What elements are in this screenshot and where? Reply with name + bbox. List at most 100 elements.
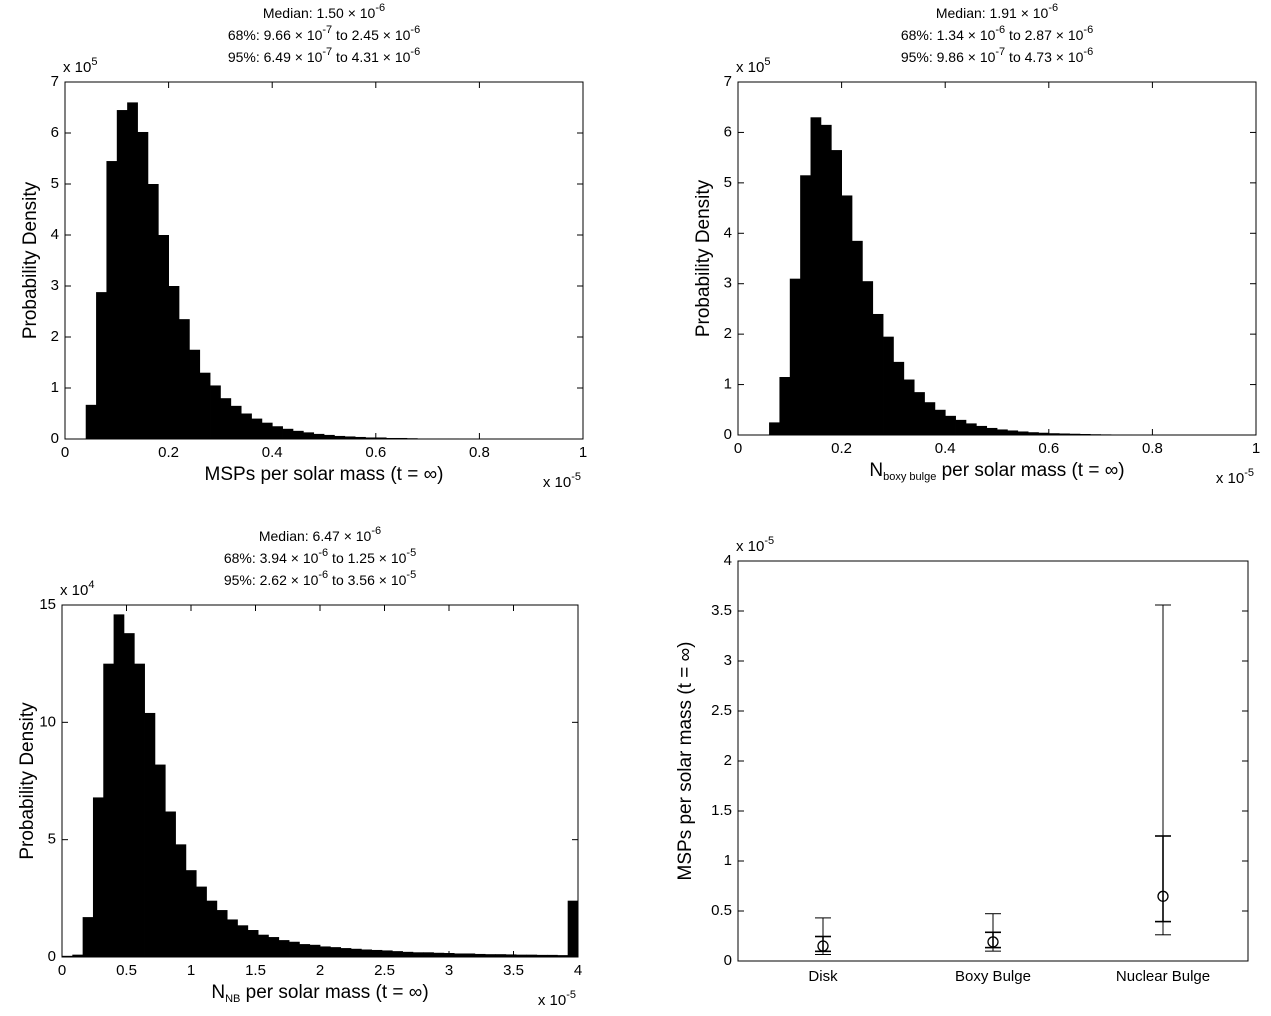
stats-annotation-part: -5 [406,569,416,581]
histogram-bar [96,292,107,439]
x-multiplier-part: x 10 [1216,470,1244,487]
histogram-bar [292,430,304,439]
stats-annotation-part: to 2.87 × 10 [1005,27,1083,43]
x-axis-label: NNB per solar mass (t = ∞) [211,982,428,1005]
x-axis-label-part: NB [225,993,240,1005]
histogram-bar [505,954,517,957]
y-tick-label: 5 [48,831,56,848]
histogram-bar [464,953,476,957]
histogram-bar [986,427,998,435]
y-tick-label: 2 [724,325,732,342]
x-axis-label: MSPs per solar mass (t = ∞) [205,464,444,485]
histogram-bar [386,437,397,439]
y-tick-label: 2 [724,752,732,769]
y-tick-label: 7 [724,73,732,90]
x-tick-label: 1 [1252,440,1260,457]
histogram-bar [165,811,176,957]
y-multiplier: x 105 [63,56,97,76]
error-bar-ci68 [1155,835,1171,923]
y-multiplier-part: -5 [764,535,774,547]
x-multiplier-part: x 10 [538,992,566,1009]
stats-annotation-part: -7 [322,24,332,36]
x-tick-label: 0.8 [469,444,490,461]
stats-annotation-part: to 4.73 × 10 [1005,49,1083,65]
histogram-bar [82,917,94,957]
stats-annotation-part: -6 [375,2,385,14]
histogram-bar [241,413,252,439]
histogram-bar [178,319,190,439]
x-tick-label: 1 [579,444,587,461]
x-tick-label: 0.4 [262,444,283,461]
histogram-bar [175,844,187,957]
axes-frame [737,560,1249,962]
y-tick-label: 6 [51,124,59,141]
histogram-bar [934,409,946,435]
histogram-bar [955,419,967,435]
histogram-bar [485,954,496,957]
y-multiplier-part: 4 [88,579,94,591]
histogram-bar [227,919,238,957]
histogram-bar [355,436,366,439]
stats-annotation-part: -6 [318,547,328,559]
x-multiplier-part: -5 [571,471,581,483]
histogram-bar [1007,430,1019,435]
stats-annotation: Median: 1.91 × 10-6 [936,2,1058,21]
axes-frame [64,81,584,440]
stats-annotation-part: 95%: 2.62 × 10 [224,572,319,588]
histogram-bar [344,436,356,439]
histogram-bar [185,870,197,957]
y-multiplier: x 10-5 [736,535,774,555]
y-tick-label: 3 [51,277,59,294]
histogram-bar [789,278,801,435]
x-axis-label: Nboxy bulge per solar mass (t = ∞) [869,460,1124,483]
histogram-bar [365,437,377,439]
stats-annotation: 95%: 9.86 × 10-7 to 4.73 × 10-6 [901,46,1093,65]
x-axis-label-part: per solar mass (t = ∞) [936,460,1124,481]
error-bar-ci68 [815,935,831,953]
y-tick-label: 2 [51,328,59,345]
x-tick-label: Nuclear Bulge [1116,968,1210,985]
stats-annotation-part: 68%: 3.94 × 10 [224,550,319,566]
histogram-bar [883,336,894,435]
y-tick-label: 3.5 [711,602,732,619]
histogram-bar [350,948,362,957]
histogram-bar [261,422,273,439]
histogram-bar [216,910,228,957]
y-axis-label: Probability Density [693,179,714,337]
x-tick-label: 2.5 [374,962,395,979]
y-tick-label: 1 [724,376,732,393]
histogram-bar [144,712,156,957]
y-tick-label: 4 [724,224,732,241]
y-multiplier-part: 5 [764,56,770,68]
histogram-bar [106,161,118,440]
x-multiplier-part: -5 [1244,467,1254,479]
x-tick-label: 0.6 [1038,440,1059,457]
histogram-bar [965,423,977,435]
stats-annotation-part: -6 [410,46,420,58]
histogram-bar [116,110,128,440]
histogram-bar [1038,432,1050,435]
histogram-bar [976,425,988,435]
histogram-bar [282,428,294,439]
x-tick-label: 1.5 [245,962,266,979]
stats-annotation-part: -6 [371,525,381,537]
stats-annotation-part: to 4.31 × 10 [332,49,410,65]
histogram-bar [330,947,342,957]
stats-annotation-part: -6 [318,569,328,581]
histogram-bar [272,426,283,439]
histogram-bar [526,954,538,957]
y-multiplier: x 104 [60,579,94,599]
y-tick-label: 7 [51,73,59,90]
histogram-bar [371,949,383,957]
stats-annotation-part: -6 [1083,24,1093,36]
histogram-bar [72,954,84,957]
y-tick-label: 5 [724,174,732,191]
median-marker [817,940,829,952]
histogram-bar [251,418,263,439]
histogram-bar [1079,433,1091,435]
median-marker [1157,890,1169,902]
stats-annotation-part: 68%: 1.34 × 10 [901,27,996,43]
axes-frame [61,604,579,958]
x-tick-label: 0 [61,444,69,461]
